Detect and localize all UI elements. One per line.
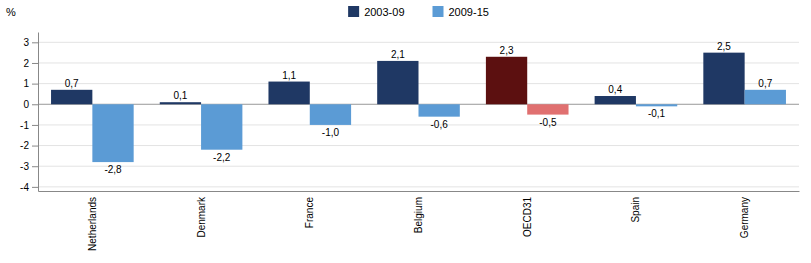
axis-label: % <box>6 6 16 18</box>
tick: Netherlands <box>87 197 98 251</box>
tick-label: 1 <box>23 78 29 89</box>
tick-label: Denmark <box>196 196 207 238</box>
tick-label: Belgium <box>413 197 424 233</box>
bars <box>51 53 786 162</box>
tick-label: Spain <box>630 197 641 223</box>
bar <box>527 104 568 114</box>
grid <box>38 42 799 187</box>
tick: -4 <box>20 182 38 193</box>
tick-mark <box>32 63 38 64</box>
data-label: 1,1 <box>282 70 296 81</box>
bar <box>745 90 786 104</box>
tick: 1 <box>23 78 38 89</box>
tick-mark <box>32 42 38 43</box>
bar <box>51 90 92 104</box>
data-label: 0,7 <box>758 78 772 89</box>
tick: -3 <box>20 161 38 172</box>
tick-mark <box>32 166 38 167</box>
tick-mark <box>32 104 38 105</box>
legend-item: 2009-15 <box>433 6 489 18</box>
x-axis: Netherlands Denmark France Belgium OECD31 Spa… <box>39 192 800 251</box>
grid-line <box>38 166 799 167</box>
axis-domain <box>38 33 39 192</box>
legend-label: 2003-09 <box>364 6 404 18</box>
chart: 0,7 0,1 1,1 2,1 2,3 0,4 2,5 -2,8 -2,2 -1,0 -0,6 -0,… <box>0 0 811 263</box>
data-label: -0,5 <box>539 117 557 128</box>
data-label: -0,6 <box>431 119 449 130</box>
tick: Germany <box>739 197 750 238</box>
tick: Belgium <box>413 197 424 233</box>
tick-mark <box>32 125 38 126</box>
grid-line <box>38 124 799 125</box>
bar <box>268 82 309 105</box>
data-label: 0,4 <box>608 84 622 95</box>
plot: 0,7 0,1 1,1 2,1 2,3 0,4 2,5 -2,8 -2,2 -1,0 -0,6 -0,… <box>20 33 799 251</box>
tick: OECD31 <box>522 197 533 237</box>
bar <box>377 61 418 104</box>
bar <box>92 104 133 162</box>
tick: Spain <box>630 197 641 223</box>
bar <box>310 104 351 125</box>
bar <box>201 104 242 149</box>
bar <box>419 104 460 116</box>
tick-label: OECD31 <box>522 197 533 237</box>
tick-label: -4 <box>20 182 29 193</box>
legend: 2003-09 2009-15 <box>348 6 489 18</box>
tick-mark <box>32 146 38 147</box>
data-label: 2,1 <box>391 49 405 60</box>
tick-label: 2 <box>23 58 29 69</box>
tick-label: 3 <box>23 37 29 48</box>
legend-item: 2003-09 <box>348 6 404 18</box>
tick: 3 <box>23 37 38 48</box>
grid-line <box>38 42 799 43</box>
tick: Denmark <box>196 196 207 238</box>
bar <box>703 53 744 105</box>
data-label: 0,7 <box>65 78 79 89</box>
bar <box>636 104 677 106</box>
legend-label: 2009-15 <box>449 6 489 18</box>
tick-label: -3 <box>20 161 29 172</box>
axis-domain <box>39 191 800 192</box>
tick-label: -1 <box>20 120 29 131</box>
bar <box>486 57 527 104</box>
legend-swatch <box>348 6 359 17</box>
data-label: -2,2 <box>213 152 231 163</box>
grid-line <box>38 145 799 146</box>
tick-label: Germany <box>739 197 750 238</box>
tick: 0 <box>23 99 38 110</box>
data-label: 0,1 <box>173 90 187 101</box>
tick-label: 0 <box>23 99 29 110</box>
data-label: 2,5 <box>717 41 731 52</box>
tick-label: Netherlands <box>87 197 98 251</box>
tick: -2 <box>20 140 38 151</box>
data-label: -1,0 <box>322 127 340 138</box>
tick: France <box>304 197 315 229</box>
data-label: 2,3 <box>500 45 514 56</box>
bar <box>595 96 636 104</box>
tick-label: -2 <box>20 140 29 151</box>
legend-swatch <box>433 6 444 17</box>
tick: 2 <box>23 58 38 69</box>
data-labels: 0,7 0,1 1,1 2,1 2,3 0,4 2,5 -2,8 -2,2 -1,0 -0,6 -0,… <box>65 41 773 175</box>
tick-label: France <box>304 197 315 229</box>
tick: -1 <box>20 120 38 131</box>
data-label: -2,8 <box>104 164 122 175</box>
bar <box>160 102 201 104</box>
y-axis: -4 -3 -2 -1 0 1 2 3 <box>20 33 38 193</box>
grid-line <box>38 186 799 187</box>
tick-mark <box>32 84 38 85</box>
tick-mark <box>32 187 38 188</box>
data-label: -0,1 <box>648 108 666 119</box>
